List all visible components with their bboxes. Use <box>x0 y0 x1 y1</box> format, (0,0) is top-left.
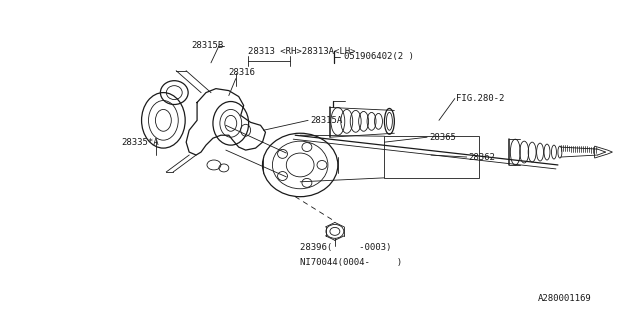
Text: 28313 <RH>28313A<LH>: 28313 <RH>28313A<LH> <box>248 47 355 56</box>
Text: 28396(     -0003): 28396( -0003) <box>300 243 392 252</box>
Bar <box>385 136 479 178</box>
Text: 28316: 28316 <box>228 68 255 77</box>
Text: 28315B: 28315B <box>191 42 223 51</box>
Text: FIG.280-2: FIG.280-2 <box>456 94 504 103</box>
Text: A280001169: A280001169 <box>538 294 592 303</box>
Text: NI70044(0004-     ): NI70044(0004- ) <box>300 258 403 267</box>
Text: 28362: 28362 <box>468 153 495 162</box>
Text: 051906402(2 ): 051906402(2 ) <box>344 52 413 61</box>
Text: 28315A: 28315A <box>310 116 342 125</box>
Text: 28365: 28365 <box>429 133 456 142</box>
Text: 28335*A: 28335*A <box>122 138 159 147</box>
